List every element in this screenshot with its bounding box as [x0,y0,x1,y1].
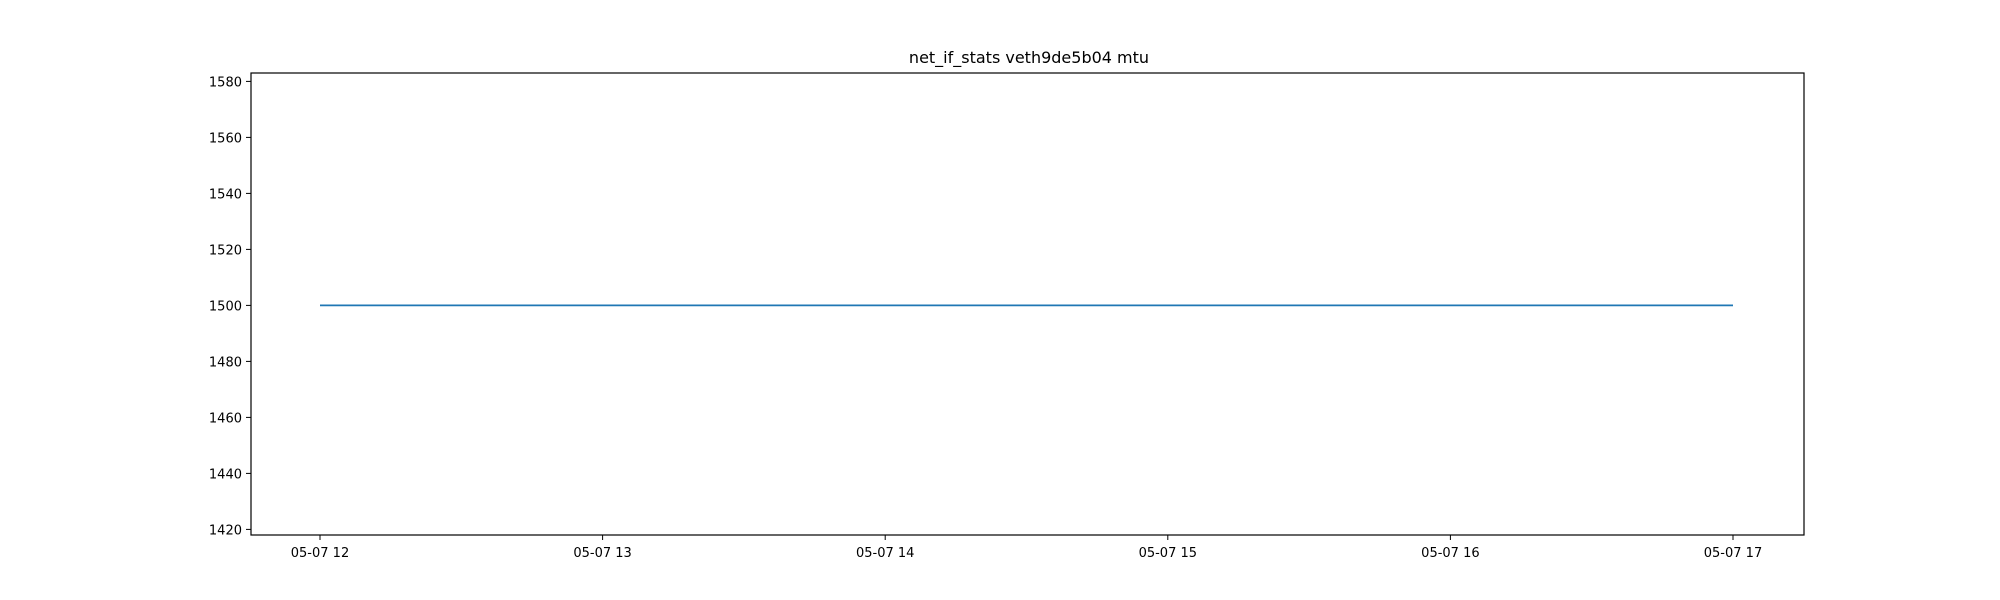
y-tick-label: 1440 [209,467,242,482]
x-tick-label: 05-07 16 [1421,546,1479,561]
chart-title: net_if_stats veth9de5b04 mtu [909,48,1149,68]
x-tick-label: 05-07 13 [573,546,631,561]
x-tick-label: 05-07 12 [291,546,349,561]
y-tick-label: 1580 [209,75,242,90]
x-tick-label: 05-07 14 [856,546,914,561]
y-tick-label: 1540 [209,187,242,202]
x-axis: 05-07 12 05-07 13 05-07 14 05-07 15 05-07 16… [291,535,1762,561]
y-tick-label: 1480 [209,355,242,370]
y-tick-label: 1460 [209,411,242,426]
plot-frame [250,72,1805,536]
x-tick-label: 05-07 15 [1139,546,1197,561]
y-tick-label: 1420 [209,523,242,538]
y-tick-label: 1520 [209,243,242,258]
x-tick-label: 05-07 17 [1704,546,1762,561]
y-axis: 1420 1440 1460 1480 1500 1520 1540 1560 1580 [209,75,251,538]
y-tick-label: 1500 [209,299,242,314]
y-tick-label: 1560 [209,131,242,146]
